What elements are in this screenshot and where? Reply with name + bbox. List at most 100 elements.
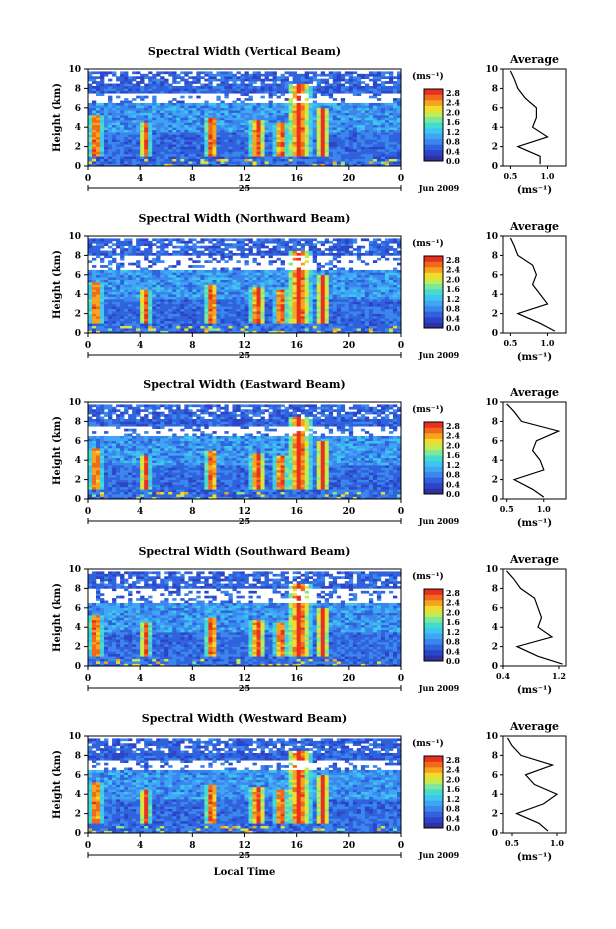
heatmap-cell [288,127,293,130]
heatmap-cell [144,76,149,79]
heatmap-cell [396,110,402,113]
heatmap-cell [196,163,201,167]
heatmap-cell [120,243,125,246]
heatmap-cell [88,325,93,329]
heatmap-cell [160,83,165,87]
heatmap-cell [392,144,398,147]
heatmap-cell [380,134,386,138]
heatmap-cell [304,102,309,106]
heatmap-cell [196,284,201,288]
heatmap-cell [216,107,221,111]
heatmap-cell [256,107,261,111]
heatmap-cell [240,153,245,157]
heatmap-cell [100,141,105,145]
heatmap-cell [348,323,354,327]
heatmap-cell [236,296,241,300]
heatmap-cell [248,294,253,297]
heatmap-cell [144,243,149,246]
heatmap-cell [120,134,125,138]
heatmap-cell [372,122,378,126]
heatmap-cell [124,284,129,288]
heatmap-cell [184,107,189,111]
heatmap-cell [288,240,293,244]
heatmap-cell [264,311,269,314]
heatmap-cell [144,146,149,150]
heatmap-cell [248,272,253,276]
heatmap-cell [96,117,101,121]
heatmap-cell [276,269,281,273]
heatmap-cell [144,110,149,113]
heatmap-cell [228,153,233,157]
heatmap-cell [356,122,362,126]
heatmap-cell [240,149,245,152]
heatmap-cell [212,306,217,310]
heatmap-cell [304,269,309,273]
heatmap-cell [188,279,193,283]
heatmap-cell [204,238,209,242]
heatmap-cell [372,134,378,138]
heatmap-cell [152,279,157,283]
heatmap-cell [184,296,189,300]
heatmap-cell [344,279,350,283]
heatmap-cell [308,85,314,89]
heatmap-cell [120,76,125,79]
heatmap-cell [132,146,137,150]
heatmap-cell [104,306,109,310]
heatmap-cell [284,105,289,109]
heatmap-cell [316,151,322,155]
heatmap-cell [132,330,137,334]
heatmap-cell [192,301,197,305]
heatmap-cell [276,134,281,138]
heatmap-cell [144,153,149,157]
heatmap-cell [152,105,157,109]
heatmap-cell [172,141,177,145]
heatmap-cell [276,303,281,307]
heatmap-cell [340,308,346,312]
heatmap-cell [384,122,390,126]
heatmap-cell [200,269,205,273]
heatmap-cell [240,107,245,111]
heatmap-cell [212,323,217,327]
heatmap-cell [244,146,249,150]
heatmap-cell [280,240,285,244]
heatmap-cell [140,122,145,126]
heatmap-cell [260,158,265,162]
heatmap-cell [176,112,181,116]
heatmap-cell [164,277,169,280]
heatmap-cell [340,73,346,77]
heatmap-cell [120,301,125,305]
heatmap-cell [104,85,109,89]
heatmap-cell [180,303,185,307]
heatmap-cell [280,153,285,157]
heatmap-cell [252,325,257,329]
heatmap-cell [240,248,245,251]
heatmap-cell [100,294,105,297]
heatmap-cell [152,269,157,273]
heatmap-cell [336,289,342,293]
heatmap-cell [212,250,217,254]
heatmap-cell [372,139,378,143]
heatmap-cell [224,141,229,145]
heatmap-cell [216,124,221,128]
heatmap-cell [336,294,342,297]
heatmap-cell [276,122,281,126]
heatmap-cell [376,139,382,143]
heatmap-cell [196,272,201,276]
heatmap-cell [208,102,213,106]
heatmap-cell [168,289,173,293]
heatmap-cell [236,286,241,290]
heatmap-cell [108,291,113,295]
heatmap-cell [368,78,374,82]
heatmap-cell [268,71,273,75]
heatmap-cell [128,139,133,143]
heatmap-cell [324,81,330,84]
heatmap-cell [132,76,137,79]
heatmap-cell [140,306,145,310]
heatmap-cell [132,112,137,116]
heatmap-cell [240,311,245,314]
heatmap-cell [236,83,241,87]
heatmap-cell [92,85,97,89]
heatmap-cell [140,78,145,82]
heatmap-cell [236,303,241,307]
heatmap-cell [256,71,261,75]
